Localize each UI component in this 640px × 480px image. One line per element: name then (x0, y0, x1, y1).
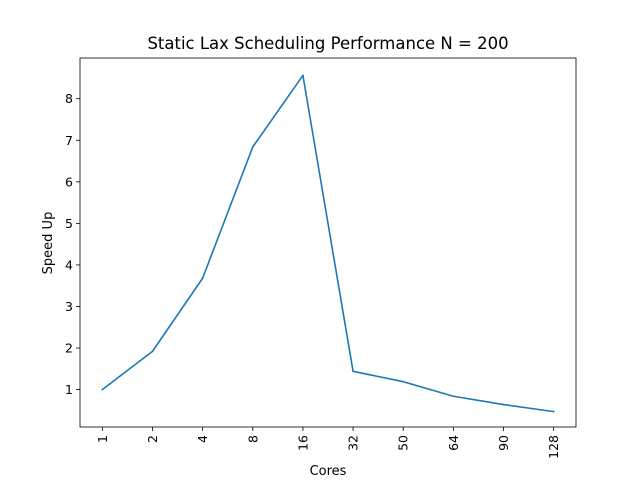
x-tick-label-1: 1 (95, 435, 110, 443)
data-point-16 (302, 74, 304, 77)
chart-title: Static Lax Scheduling Performance N = 20… (147, 34, 508, 53)
x-tick-label-2: 2 (145, 435, 160, 443)
data-point-1 (101, 388, 104, 391)
x-tick-label-64: 64 (446, 435, 461, 451)
y-tick-label-8: 8 (65, 91, 73, 106)
x-tick-label-50: 50 (396, 435, 411, 451)
plot-area: 1 2 4 8 16 32 50 64 90 128 1 2 3 4 5 6 7 8 (65, 57, 577, 459)
x-tick-label-16: 16 (295, 435, 310, 451)
y-tick-label-4: 4 (65, 257, 73, 272)
y-tick-label-6: 6 (65, 174, 73, 189)
y-tick-label-2: 2 (65, 341, 73, 356)
x-tick-label-4: 4 (195, 435, 210, 443)
data-point-64 (452, 395, 455, 398)
data-point-50 (402, 380, 405, 383)
data-point-4 (201, 277, 204, 280)
data-point-32 (352, 370, 354, 373)
x-tick-label-90: 90 (496, 435, 511, 451)
x-tick-label-128: 128 (546, 435, 561, 459)
data-point-2 (151, 350, 154, 353)
x-axis-label: Cores (310, 464, 347, 479)
plot-frame (79, 57, 577, 428)
y-tick-label-1: 1 (65, 382, 73, 397)
x-tick-label-32: 32 (346, 435, 361, 451)
series-line-0 (101, 74, 554, 413)
y-tick-label-5: 5 (65, 216, 73, 231)
data-point-8 (251, 146, 254, 148)
y-tick-label-3: 3 (65, 299, 73, 314)
data-point-90 (502, 403, 505, 406)
data-point-128 (552, 410, 555, 413)
y-axis-label: Speed Up (41, 212, 56, 275)
y-tick-label-7: 7 (65, 133, 73, 148)
x-tick-label-8: 8 (245, 435, 260, 443)
